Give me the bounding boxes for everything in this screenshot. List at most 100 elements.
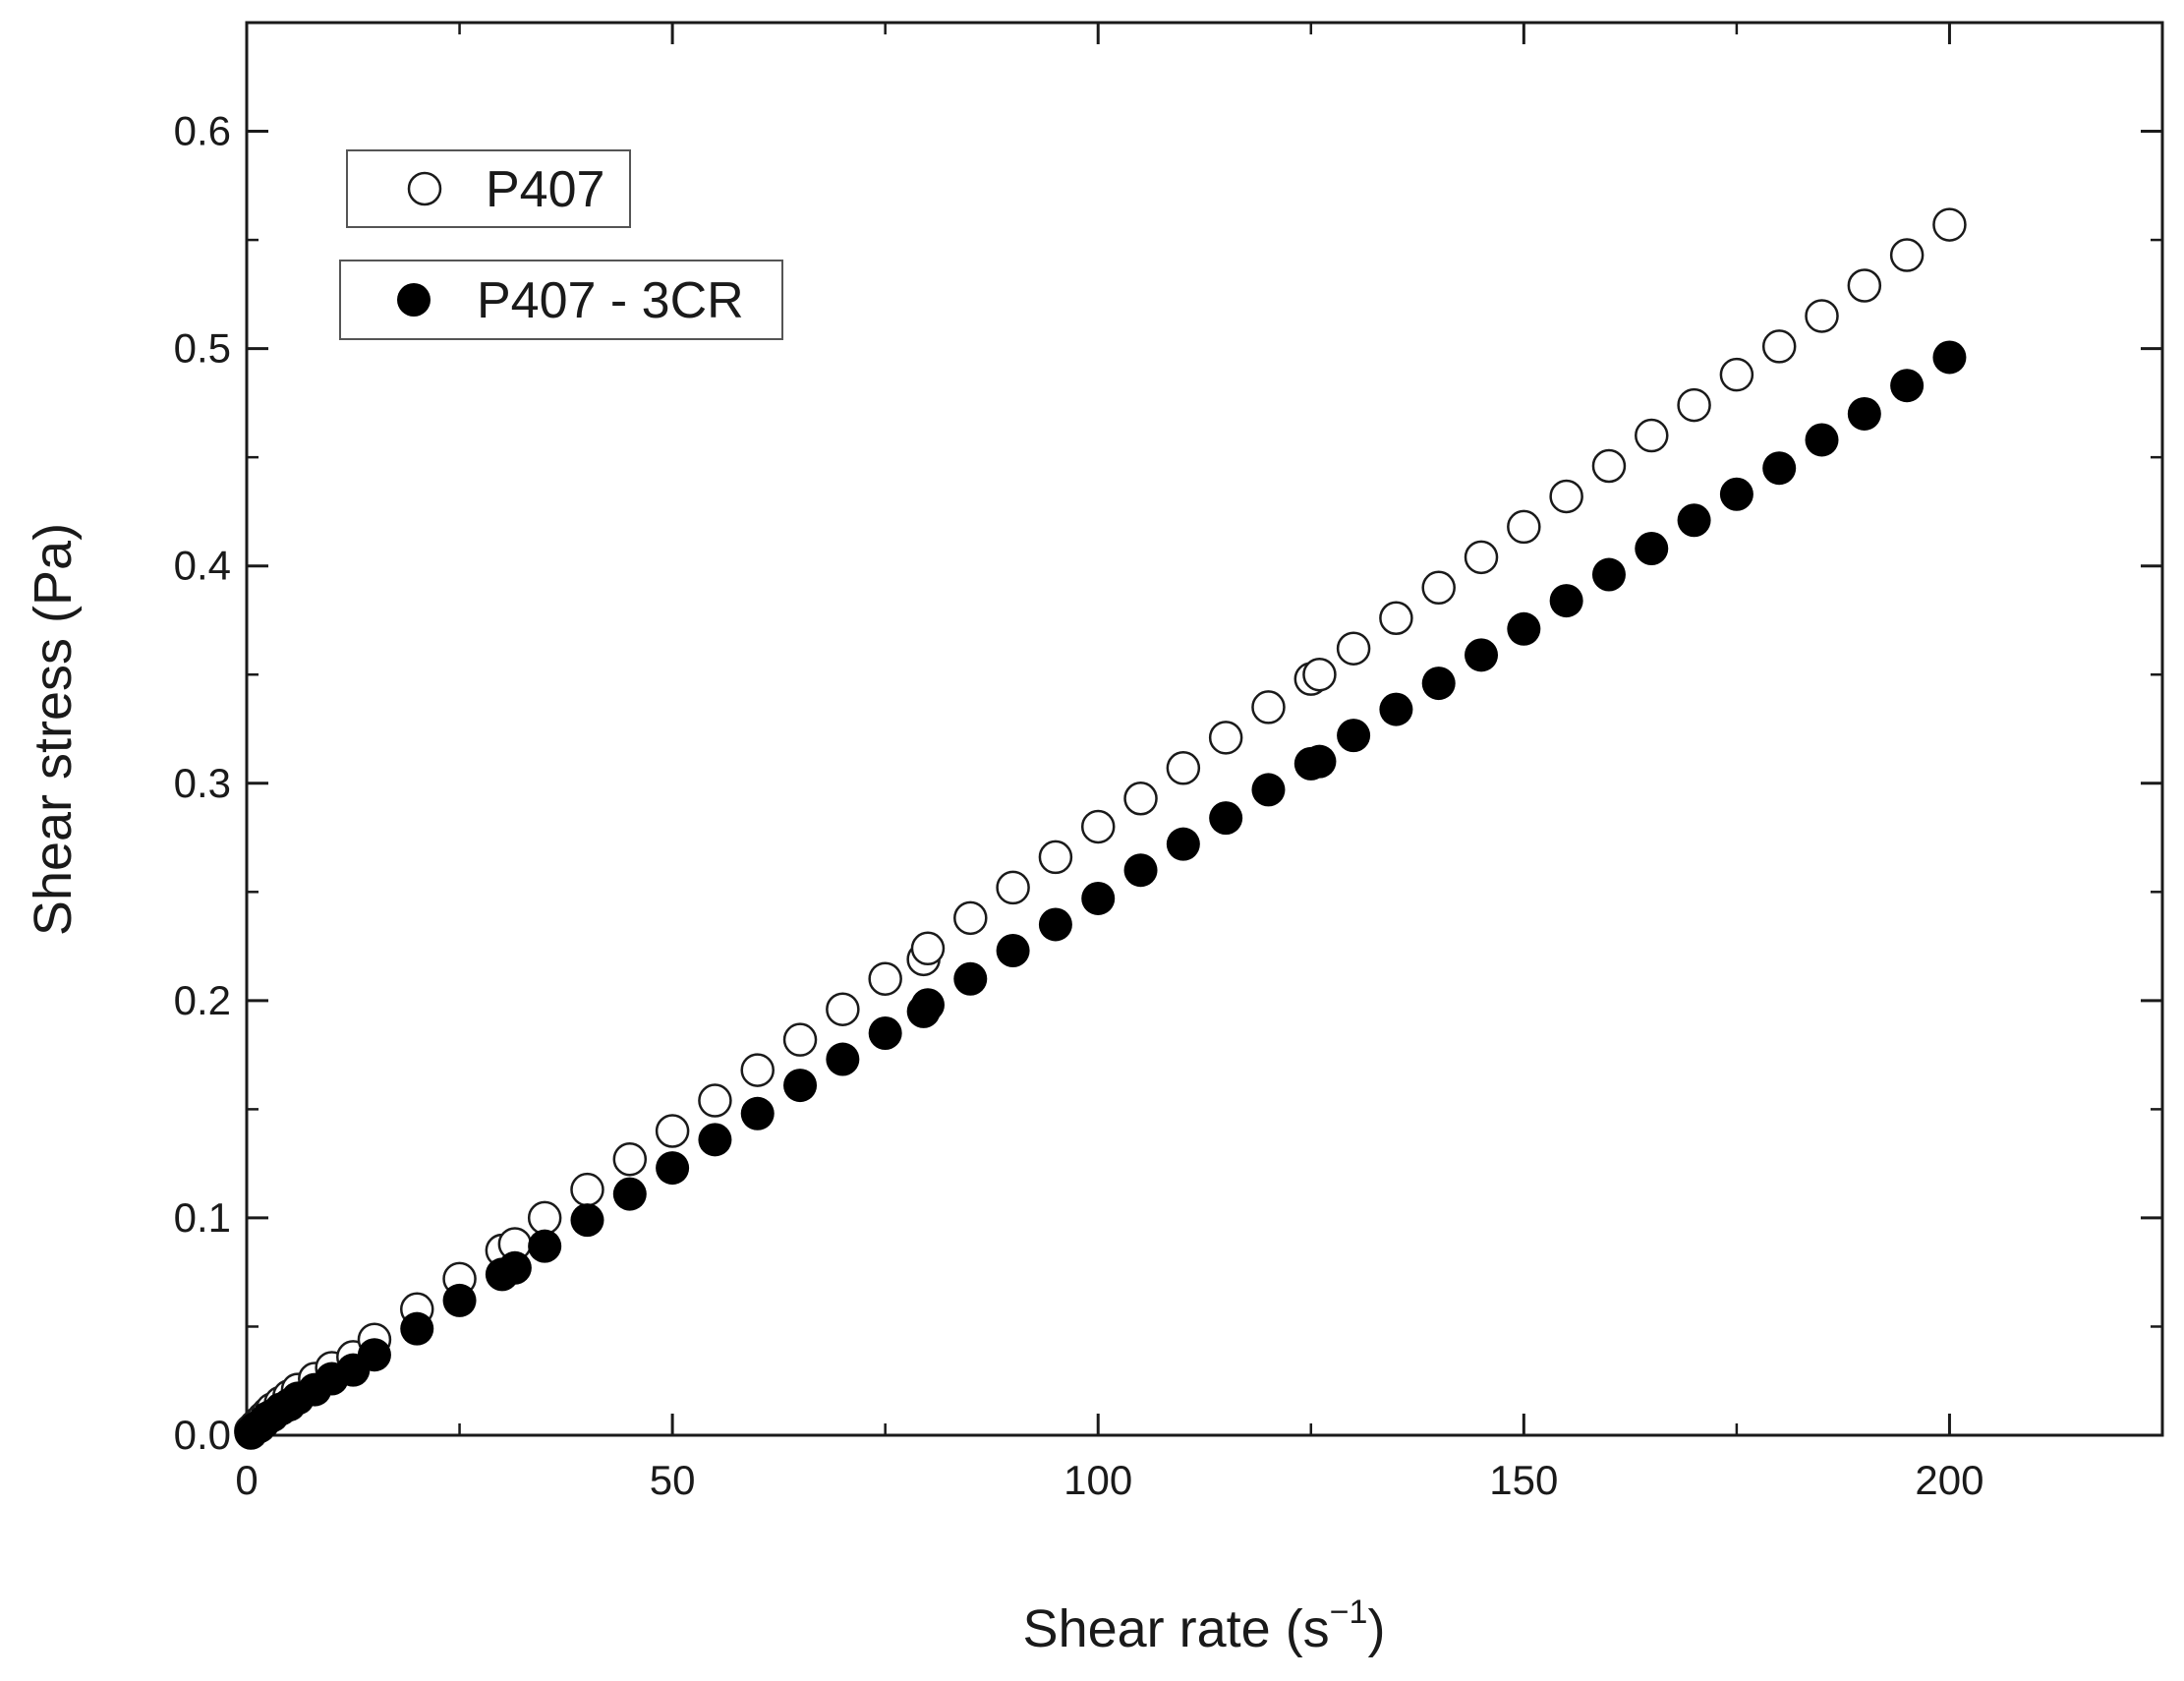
y-tick-label: 0.0 <box>174 1412 231 1458</box>
data-point-p407 <box>1208 721 1243 755</box>
data-point-p407-3cr <box>570 1203 604 1238</box>
data-point-p407 <box>1123 781 1158 816</box>
data-point-p407-3cr <box>1251 773 1286 807</box>
data-point-p407 <box>1932 207 1967 242</box>
data-point-p407-3cr <box>656 1151 690 1186</box>
y-tick-label: 0.5 <box>174 325 231 372</box>
y-tick-label: 0.3 <box>174 760 231 806</box>
data-point-p407-3cr <box>497 1250 532 1285</box>
data-point-p407-3cr <box>1209 801 1243 836</box>
x-tick-label: 100 <box>1063 1457 1132 1503</box>
data-point-p407 <box>1251 690 1286 725</box>
x-tick-label: 50 <box>650 1457 696 1503</box>
data-point-p407 <box>996 870 1030 905</box>
data-point-p407-3cr <box>1932 340 1967 375</box>
x-axis-title-superscript: −1 <box>1330 1594 1368 1631</box>
data-point-p407-3cr <box>612 1177 647 1211</box>
y-tick-label: 0.4 <box>174 543 231 589</box>
data-point-p407-3cr <box>1719 477 1753 511</box>
data-point-p407 <box>1677 387 1711 423</box>
legend-box-p407 <box>346 149 631 228</box>
data-point-p407-3cr <box>1465 638 1499 672</box>
data-point-p407-3cr <box>1081 881 1116 915</box>
data-point-p407 <box>1761 329 1797 364</box>
data-point-p407 <box>1847 268 1882 303</box>
data-point-p407 <box>1302 657 1337 692</box>
x-tick-label: 0 <box>235 1457 258 1503</box>
data-point-p407-3cr <box>1549 584 1583 618</box>
data-point-p407-3cr <box>826 1042 860 1076</box>
y-tick-label: 0.6 <box>174 108 231 154</box>
legend-label-p407-3cr: P407 - 3CR <box>477 272 744 329</box>
data-point-p407-3cr <box>1890 369 1925 403</box>
data-point-p407-3cr <box>1421 667 1456 701</box>
legend-marker-p407-3cr <box>397 283 431 317</box>
data-point-p407-3cr <box>868 1016 902 1051</box>
data-point-p407-3cr <box>996 933 1030 967</box>
x-axis-title-close: ) <box>1367 1599 1385 1658</box>
data-point-p407-3cr <box>1123 853 1158 888</box>
y-axis: 0.0 0.1 0.2 0.3 0.4 0.5 0.6 <box>174 21 2162 1458</box>
data-point-p407 <box>570 1172 604 1207</box>
data-point-p407-3cr <box>1337 719 1371 753</box>
data-point-p407 <box>698 1083 732 1118</box>
data-point-p407-3cr <box>1762 451 1797 486</box>
data-point-p407 <box>612 1141 648 1177</box>
x-axis-title: Shear rate (s−1) <box>1023 1594 1386 1658</box>
y-tick-label: 0.2 <box>174 977 231 1023</box>
data-point-p407 <box>782 1022 818 1057</box>
data-point-p407-3cr <box>740 1096 775 1130</box>
data-point-p407-3cr <box>400 1311 434 1346</box>
data-point-p407 <box>953 900 988 936</box>
data-point-p407-3cr <box>783 1069 818 1103</box>
data-point-p407-3cr <box>357 1338 391 1372</box>
data-point-p407 <box>1379 601 1413 636</box>
data-point-p407-3cr <box>1166 827 1200 861</box>
data-point-p407 <box>1336 631 1371 666</box>
data-point-p407-3cr <box>1591 557 1626 592</box>
data-point-p407-3cr <box>1847 396 1881 431</box>
y-tick-label: 0.1 <box>174 1194 231 1241</box>
x-axis-title-main: Shear rate (s <box>1023 1599 1330 1658</box>
data-point-p407 <box>1889 238 1925 272</box>
data-point-p407 <box>1591 448 1627 484</box>
data-point-p407-3cr <box>1635 532 1669 566</box>
data-point-p407 <box>655 1114 690 1148</box>
data-point-p407-3cr <box>1302 744 1337 779</box>
data-point-p407 <box>527 1200 562 1236</box>
data-point-p407 <box>1719 357 1754 392</box>
data-point-p407 <box>868 961 902 996</box>
data-point-p407-3cr <box>910 988 945 1022</box>
data-point-p407-3cr <box>1677 503 1711 538</box>
data-point-p407 <box>1038 840 1073 875</box>
plot-frame <box>245 21 2164 1437</box>
data-point-p407 <box>1549 479 1583 514</box>
data-point-p407 <box>910 931 946 966</box>
data-point-p407 <box>1080 809 1116 844</box>
x-tick-label: 150 <box>1489 1457 1558 1503</box>
data-point-p407 <box>1805 299 1839 333</box>
data-point-p407-3cr <box>1379 692 1413 726</box>
x-tick-label: 200 <box>1915 1457 1983 1503</box>
data-point-p407 <box>1421 570 1456 606</box>
data-point-p407 <box>1635 418 1669 453</box>
legend: P407 P407 - 3CR <box>339 149 783 340</box>
data-point-p407-3cr <box>1038 907 1072 942</box>
data-point-p407-3cr <box>1805 423 1839 457</box>
data-point-p407-3cr <box>1507 611 1541 646</box>
series-p407-3cr <box>234 340 1967 1450</box>
data-point-p407 <box>1464 540 1499 575</box>
data-point-p407 <box>1507 509 1541 545</box>
data-point-p407-3cr <box>528 1229 562 1263</box>
plot-area <box>234 207 1967 1450</box>
y-axis-title: Shear stress (Pa) <box>24 523 83 936</box>
legend-marker-p407 <box>407 171 442 206</box>
legend-label-p407: P407 <box>486 161 604 218</box>
data-point-p407 <box>826 992 860 1026</box>
data-point-p407-3cr <box>698 1123 732 1157</box>
data-point-p407-3cr <box>442 1283 477 1317</box>
data-point-p407-3cr <box>953 961 988 996</box>
data-point-p407 <box>740 1053 775 1087</box>
data-point-p407 <box>1166 751 1201 785</box>
